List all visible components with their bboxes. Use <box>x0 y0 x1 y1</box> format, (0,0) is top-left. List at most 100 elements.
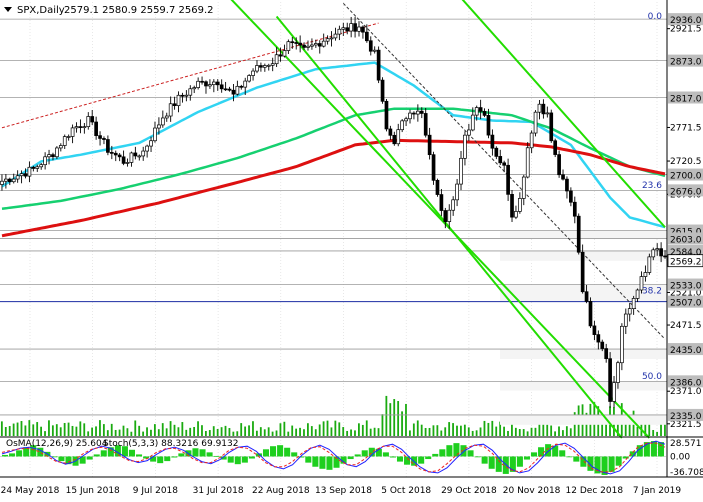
candle-body <box>23 173 28 177</box>
volume-bar <box>361 424 364 436</box>
volume-bar <box>514 427 517 436</box>
candle-body <box>109 152 114 154</box>
candle-body <box>659 248 663 257</box>
candle-body <box>51 154 55 158</box>
volume-bar <box>189 427 192 436</box>
volume-bar <box>322 421 325 436</box>
volume-bar <box>381 414 384 436</box>
candle-body <box>584 291 589 302</box>
osma-histogram-bar <box>453 443 460 457</box>
volume-bar <box>338 422 341 436</box>
osma-histogram-bar <box>601 456 608 475</box>
level-zone <box>500 381 667 391</box>
volume-bar <box>483 420 486 436</box>
volume-bar <box>236 431 239 436</box>
volume-bar <box>546 424 549 436</box>
volume-bar <box>326 420 329 436</box>
current-price-box <box>667 254 703 268</box>
candle-body <box>55 147 59 158</box>
osma-histogram-bar <box>552 445 559 457</box>
candle-body <box>337 28 342 35</box>
candle-body <box>427 134 432 156</box>
candle-body <box>35 166 40 169</box>
level-label: 2700.0 <box>670 172 702 182</box>
candle-body <box>341 27 346 30</box>
osma-histogram-bar <box>65 456 72 465</box>
level-zone <box>500 414 667 425</box>
date-label: 5 Oct 2018 <box>381 486 431 496</box>
candle-body <box>635 289 640 299</box>
date-label: 12 Dec 2018 <box>566 486 624 496</box>
volume-bars <box>0 395 666 436</box>
volume-bar <box>440 430 443 436</box>
osma-histogram-bar <box>439 449 446 457</box>
volume-bar <box>562 430 564 436</box>
candle-body <box>62 136 67 146</box>
volume-bar <box>40 426 42 436</box>
candle-body <box>164 115 169 119</box>
candle-body <box>259 65 263 68</box>
candle-body <box>388 128 393 136</box>
osma-histogram-bar <box>636 445 643 457</box>
osma-histogram-bar <box>446 445 453 457</box>
candle-body <box>19 173 24 177</box>
volume-bar <box>12 423 15 436</box>
candle-body <box>353 23 357 32</box>
osma-histogram-bar <box>432 453 439 457</box>
osma-histogram-bar <box>460 445 467 457</box>
volume-bar <box>20 421 23 436</box>
oscillator-panel: 28.571 0.00 -36.708 <box>0 439 703 478</box>
volume-bar <box>542 422 545 436</box>
candle-body <box>286 41 291 51</box>
osma-histogram-bar <box>284 447 291 457</box>
dropdown-triangle-icon[interactable] <box>4 7 12 12</box>
osma-histogram-bar <box>136 454 143 457</box>
osma-histogram-bar <box>37 447 44 457</box>
osma-histogram-bar <box>643 442 650 457</box>
candle-body <box>498 156 503 164</box>
osma-histogram-bar <box>255 453 262 457</box>
level-label: 2533.0 <box>670 282 702 292</box>
candle-body <box>176 94 181 107</box>
candle-body <box>400 120 405 131</box>
volume-bar <box>59 427 62 436</box>
volume-bar <box>538 420 541 436</box>
volume-bar <box>24 425 27 436</box>
osma-histogram-bar <box>361 450 368 457</box>
volume-bar <box>28 420 31 436</box>
volume-bar <box>605 417 607 436</box>
volume-bar <box>173 424 176 436</box>
level-label-box <box>668 91 703 104</box>
candle-body <box>572 201 577 217</box>
candle-body <box>447 209 452 222</box>
osma-histogram-bar <box>157 456 164 464</box>
candle-body <box>580 251 585 293</box>
volume-bar <box>157 429 160 436</box>
candle-body <box>576 215 581 253</box>
volume-bar <box>558 426 560 436</box>
candle-body <box>149 140 153 147</box>
level-label: 2817.0 <box>670 94 702 104</box>
osma-histogram-bar <box>396 456 404 462</box>
volume-bar <box>389 403 392 436</box>
candle-body <box>58 145 63 149</box>
candle-body <box>137 155 142 158</box>
candle-body <box>129 152 134 163</box>
channel-line <box>461 0 666 228</box>
candle-body <box>431 154 436 181</box>
volume-bar <box>460 425 462 436</box>
candle-body <box>215 81 220 86</box>
volume-bar <box>91 427 94 436</box>
volume-bar <box>275 430 278 436</box>
osma-histogram-bar <box>545 444 552 457</box>
candle-body <box>518 198 522 212</box>
date-label: 29 Oct 2018 <box>441 486 497 496</box>
price-levels <box>0 18 667 416</box>
date-label: 24 May 2018 <box>1 486 60 496</box>
level-label: 2584.0 <box>670 248 702 258</box>
candle-body <box>302 44 306 48</box>
osma-histogram-bar <box>128 449 136 457</box>
candle-body <box>451 199 456 211</box>
candle-body <box>557 154 561 176</box>
